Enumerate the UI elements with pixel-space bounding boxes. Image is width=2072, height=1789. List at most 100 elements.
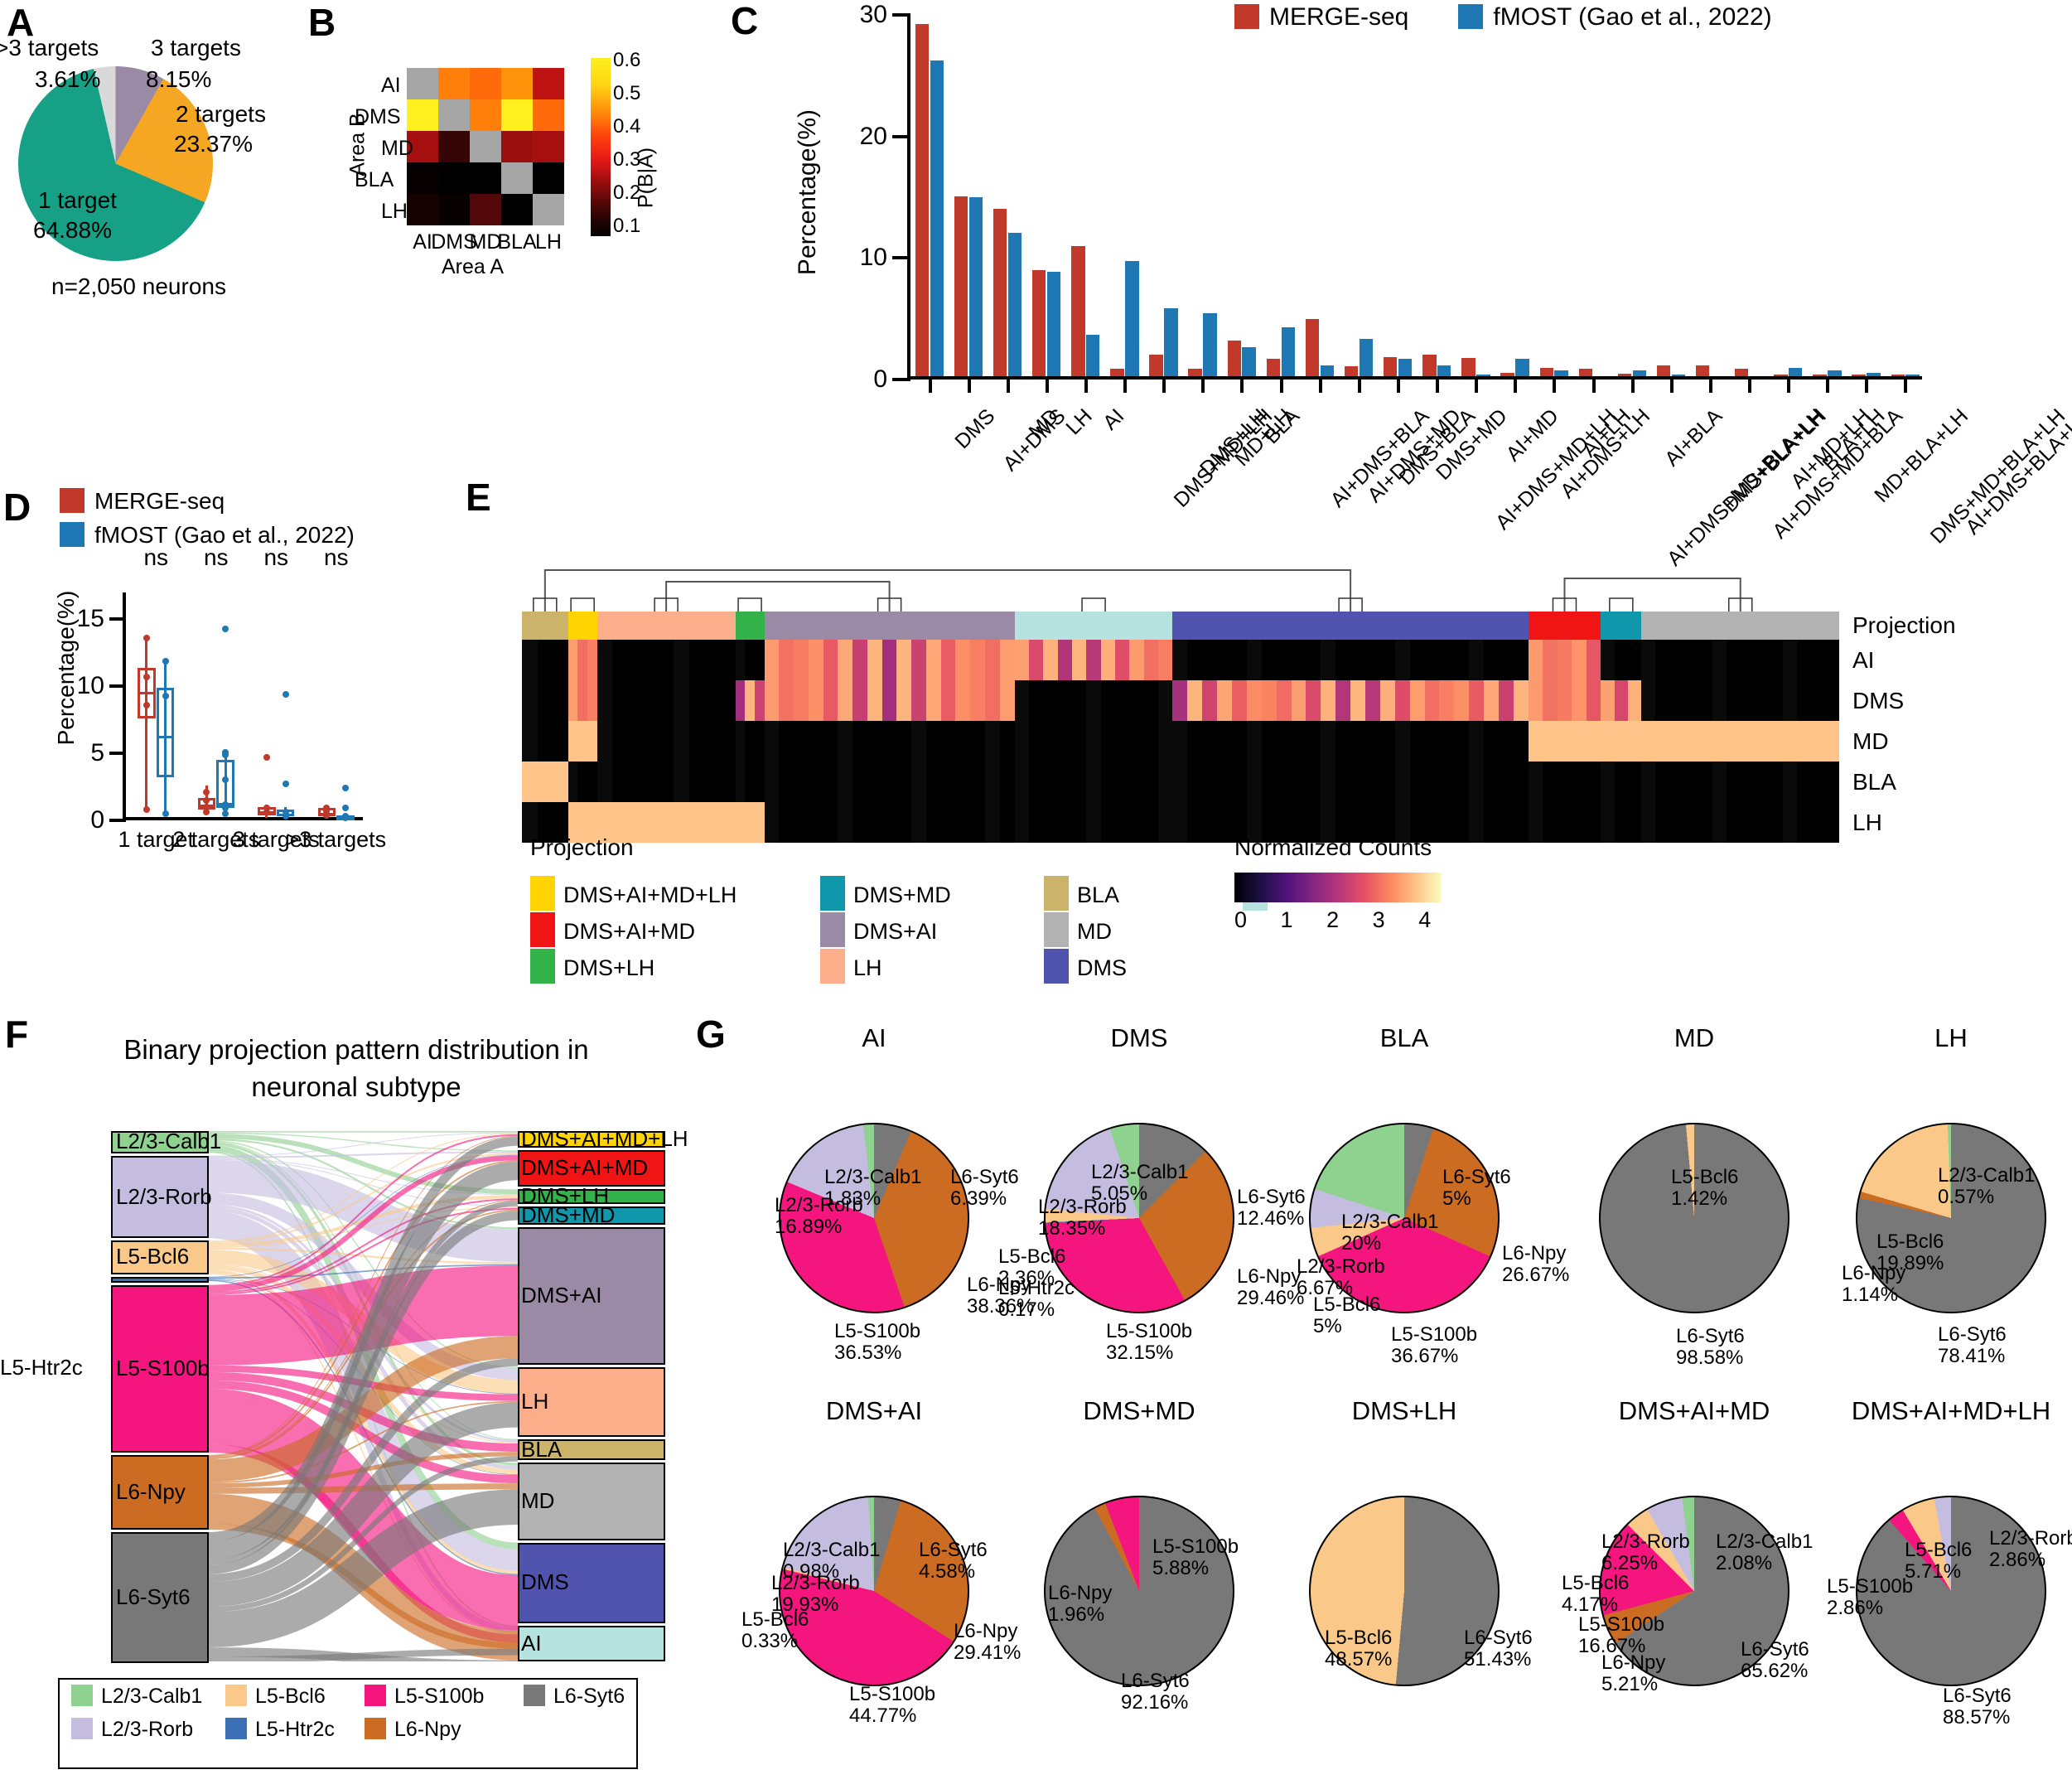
panel-b-cell [470,131,501,162]
panel-g-slice-label-LH-L6-Syt6: L6-Syt6 78.41% [1938,1324,2007,1367]
panel-g-slice-label-DMS+AI+MD-L6-Npy: L6-Npy 5.21% [1601,1652,1665,1695]
panel-f-side-label: L5-Htr2c [0,1355,83,1380]
panel-g-slice-value: 65.62% [1741,1659,1809,1682]
panel-d-box-fmost-0 [156,687,175,778]
panel-g-slice-name: L2/3-Rorb [771,1572,860,1594]
panel-d-x-label-0: 1 target [118,827,195,852]
panel-c-bar-mergeseq-11 [1344,366,1359,376]
panel-c-bar-fmost-24 [1867,372,1881,376]
panel-g-slice-label-DMS+MD-L6-Npy: L6-Npy 1.96% [1048,1583,1112,1626]
panel-e-colorbar-tick-2: 2 [1326,907,1340,932]
panel-e-dendrogram-wrap [522,563,1839,612]
panel-g-slice-value: 4.58% [919,1559,976,1583]
panel-b-cell [407,99,438,131]
panel-c-legend-item-1: fMOST (Gao et al., 2022) [1458,3,1772,31]
panel-g-pie-BLA: BLA L6-Syt6 5% L2/3-Calb1 20% L2/3-Rorb 6.67% L… [1297,1023,1616,1366]
panel-g-slice-value: 5.05% [1091,1182,1148,1205]
panel-g-slice-name: L6-Syt6 [919,1539,988,1561]
panel-e-cell-group [568,680,597,721]
panel-g-slice-name: L5-Htr2c [998,1277,1075,1299]
panel-e-cell-group [568,762,597,802]
panel-b-colorbar [591,58,611,236]
panel-e-legend-label-BLA: BLA [1077,882,1120,907]
panel-b-colorbar-title: P(B|A) [634,147,658,209]
panel-a-label-3-targets-value: 8.15% [146,66,212,92]
panel-e-letter: E [466,476,491,519]
panel-f-legend-item-L5-Bcl6: L5-Bcl6 [225,1685,326,1709]
panel-b-cell [438,131,470,162]
panel-e-cell-group [735,762,765,802]
panel-b-cell [533,99,564,131]
panel-b-colorbar-tick-0.5: 0.5 [613,81,641,104]
panel-c-legend-item-0: MERGE-seq [1234,3,1408,31]
panel-f-right-node-label-DMS+AI+MD: DMS+AI+MD [521,1155,649,1181]
panel-g-pie-disc-LH [1856,1123,2046,1313]
panel-g-slice-value: 16.67% [1578,1634,1646,1657]
panel-b-cell [501,99,533,131]
panel-b-cell [407,68,438,99]
panel-a-label-2-targets-value: 23.37% [174,131,253,157]
panel-g-pie-title-DMS+AI: DMS+AI [825,1396,923,1425]
panel-d-significance-0: ns [143,544,169,570]
panel-e-legend-label-DMS+AI: DMS+AI [853,919,938,944]
panel-b-cell [438,162,470,194]
panel-a-letter: A [7,1,35,44]
panel-g-slice-value: 1.14% [1842,1283,1899,1306]
panel-e-legend-title: Projection [530,834,634,860]
panel-e-projection-strip [522,612,1839,640]
panel-e-cell-group [522,680,568,721]
panel-e-cell-group [764,680,1015,721]
panel-e-legend-swatch-LH [820,949,845,984]
panel-b-cell [501,194,533,225]
panel-b-cell [407,131,438,162]
panel-c-x-tick [1084,376,1089,393]
panel-f-right-node-label-DMS+AI: DMS+AI [521,1282,602,1308]
panel-e-legend-item-DMS+AI+MD: DMS+AI+MD [530,912,695,947]
panel-g-slice-name: L2/3-Calb1 [1938,1164,2036,1187]
panel-e-legend-label-MD: MD [1077,919,1112,944]
panel-e-legend-label-DMS+MD: DMS+MD [853,882,951,907]
panel-b-y-label-LH: LH [381,200,408,223]
panel-g-slice-label-DMS+AI+MD-L5-Bcl6: L5-Bcl6 4.17% [1562,1573,1629,1616]
panel-f-right-node-MD [518,1463,665,1540]
panel-c-x-tick [1045,376,1049,393]
panel-c-bar-mergeseq-13 [1422,354,1437,376]
panel-e-cell-group [764,640,1015,680]
panel-f-right-node-label-MD: MD [521,1488,555,1514]
panel-d-datapoint [203,789,210,796]
panel-g-slice-label-DMS+AI-L6-Npy: L6-Npy 29.41% [954,1621,1021,1664]
panel-e-cell-group [1172,680,1529,721]
panel-g-slice-value: 44.77% [849,1704,917,1727]
panel-f-legend-swatch-L2/3-Calb1 [71,1685,93,1706]
panel-g-pie-title-DMS+LH: DMS+LH [1351,1396,1457,1425]
panel-c-plot-area: 0 10 20 30 DMS AI+DMS MD LH AI DMS+MD+LH DMS+LH MD+… [860,1,2072,571]
panel-a-caption: n=2,050 neurons [51,273,226,299]
panel-f-flow [208,1162,519,1560]
panel-c-letter: C [731,0,759,42]
panel-e-legend-swatch-DMS+AI+MD+LH [530,876,555,911]
panel-d-y-tick [109,617,126,621]
panel-e-cell-group [1528,721,1601,762]
panel-g-slice-value: 5.88% [1152,1556,1210,1579]
panel-b-colorbar-tick-0.6: 0.6 [613,49,641,71]
panel-e-legend-label-DMS+AI+MD+LH: DMS+AI+MD+LH [563,882,737,907]
panel-c-bar-mergeseq-10 [1305,319,1320,376]
panel-e-cell-group [568,640,597,680]
panel-e-cell-group [1601,680,1642,721]
panel-c-bar-mergeseq-16 [1539,367,1553,376]
panel-g-slice-name: L5-S100b [834,1320,921,1342]
panel-c-bar-fmost-8 [1242,346,1256,376]
panel-g-slice-label-DMS-L2/3-Calb1: L2/3-Calb1 5.05% [1091,1162,1188,1205]
panel-g-slice-name: L2/3-Calb1 [1716,1530,1814,1553]
panel-f-left-node-label-L5-S100b: L5-S100b [116,1355,210,1380]
panel-b-cell [407,194,438,225]
panel-g-slice-value: 6.39% [950,1187,1007,1210]
panel-f-flow [208,1211,519,1574]
panel-e-cell-group [735,640,765,680]
panel-g-slice-value: 1.96% [1048,1603,1105,1626]
panel-c-x-tick [967,376,971,393]
panel-g-slice-label-DMS+AI+MD+LH-L2/3-Rorb: L2/3-Rorb 2.86% [1989,1528,2072,1571]
panel-g-slice-value: 36.53% [834,1341,902,1364]
panel-d-datapoint [342,785,350,792]
panel-f-flow [208,1380,519,1484]
